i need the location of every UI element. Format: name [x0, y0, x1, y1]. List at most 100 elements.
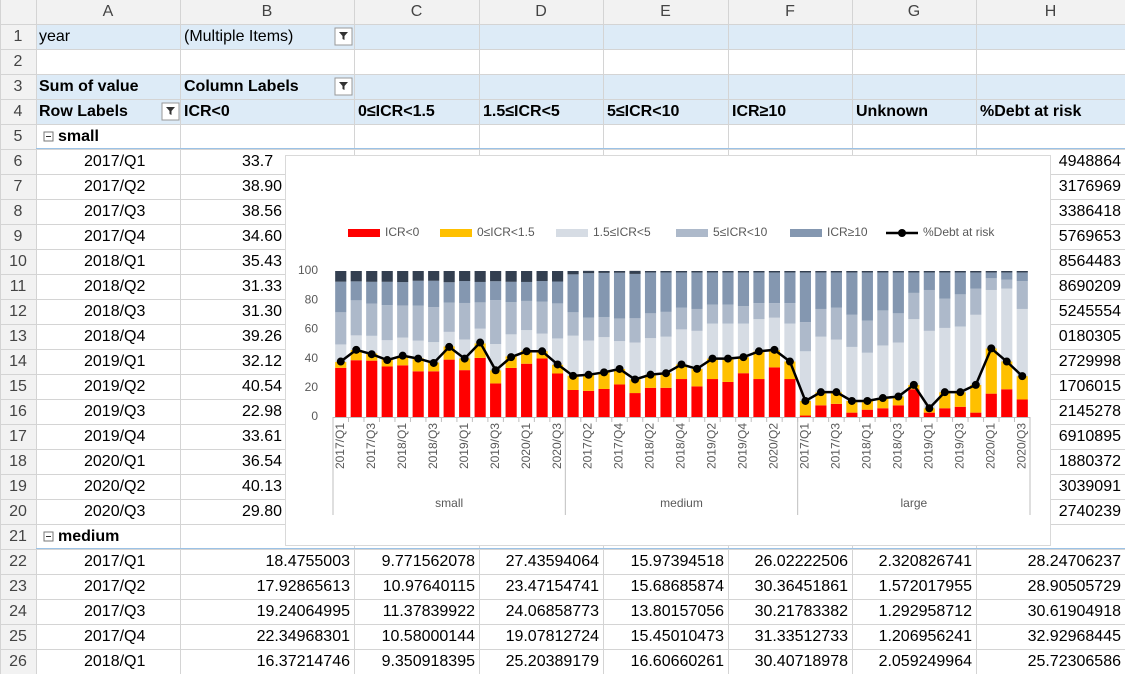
bar-segment [505, 334, 517, 357]
cell: 2017/Q3 [84, 203, 145, 220]
cell: (Multiple Items) [184, 28, 293, 45]
bar-segment [660, 272, 672, 312]
bar-segment [335, 367, 347, 417]
bar-segment [350, 360, 362, 417]
row-header: 3 [14, 78, 23, 95]
cell: 5≤ICR<10 [607, 103, 679, 120]
bar-segment [629, 273, 641, 319]
bar-segment [815, 405, 827, 417]
bar-segment [381, 305, 393, 341]
bar-segment [784, 379, 796, 417]
line-marker [646, 370, 655, 379]
bar-segment [939, 298, 951, 328]
bar-segment [799, 271, 811, 273]
line-marker [770, 345, 779, 354]
bar-segment [350, 335, 362, 350]
bar-segment [490, 383, 502, 417]
bar-segment [753, 379, 765, 417]
line-marker [414, 354, 423, 363]
bar-segment [908, 271, 920, 273]
column-header: A [103, 3, 114, 20]
cell: 30.36451861 [755, 578, 849, 595]
bar-segment [582, 340, 595, 375]
cell: 1.5≤ICR<5 [483, 103, 560, 120]
bar-segment [722, 381, 734, 417]
cell: 13.80157056 [631, 603, 725, 620]
row-header: 26 [9, 653, 27, 670]
bar-segment [459, 358, 471, 371]
cell: small [58, 128, 99, 145]
bar-segment [521, 350, 533, 364]
x-tick-label: 2020/Q1 [519, 423, 533, 469]
bar-segment [691, 368, 703, 387]
bar-segment [443, 346, 455, 360]
row-header-bar [0, 0, 36, 674]
line-marker [801, 396, 810, 405]
row-header: 18 [9, 453, 27, 470]
bar-segment [490, 300, 502, 344]
bar-segment [939, 272, 951, 299]
bar-segment [598, 388, 610, 417]
bar-segment [970, 412, 982, 417]
bar-segment [706, 323, 719, 359]
x-tick-label: 2019/Q1 [457, 423, 471, 469]
bar-segment [474, 343, 486, 358]
group-label: small [435, 496, 463, 510]
cell: 25.72306586 [1028, 653, 1122, 670]
bar-segment [582, 390, 595, 417]
bar-segment [335, 271, 347, 282]
line-marker [569, 371, 578, 380]
bar-segment [350, 271, 362, 282]
bar-segment [737, 306, 750, 324]
bar-segment [613, 272, 626, 319]
bar-segment [660, 271, 672, 273]
x-tick-label: 2018/Q2 [643, 423, 657, 469]
cell: Unknown [856, 103, 928, 120]
bar-segment [908, 319, 920, 385]
cell: 2017/Q1 [84, 553, 145, 570]
bar-segment [412, 280, 424, 306]
cell: 33.61 [242, 428, 282, 445]
legend-label: ICR≥10 [827, 225, 868, 239]
bar-segment [768, 349, 781, 368]
x-tick-label: 2017/Q3 [364, 423, 378, 469]
filter-icon [339, 82, 348, 90]
bar-segment [598, 271, 610, 273]
line-marker [1018, 372, 1027, 381]
bar-segment [799, 322, 811, 352]
bar-segment [366, 335, 378, 354]
line-marker [491, 366, 500, 375]
bar-segment [815, 308, 827, 337]
column-header: E [660, 3, 671, 20]
row-header: 1 [14, 28, 23, 45]
cell: 18.4755003 [265, 553, 350, 570]
cell: 40.54 [242, 378, 282, 395]
cell: 1880372 [1059, 453, 1121, 470]
bar-segment [397, 282, 409, 306]
bar-segment [861, 352, 873, 401]
line-marker [677, 360, 686, 369]
cell: medium [58, 528, 119, 545]
bar-segment [1016, 281, 1028, 309]
bar-segment [830, 307, 842, 340]
cell: Row Labels [39, 103, 128, 120]
bar-segment [629, 379, 641, 394]
x-tick-label: 2020/Q1 [983, 423, 997, 469]
bar-segment [350, 349, 362, 361]
bar-segment [505, 281, 517, 303]
bar-segment [443, 282, 455, 303]
bar-segment [784, 361, 796, 380]
legend-swatch [440, 229, 472, 237]
bar-segment [428, 342, 440, 363]
x-tick-label: 2018/Q1 [395, 423, 409, 469]
line-marker [383, 356, 392, 365]
bar-segment [830, 272, 842, 308]
bar-segment [722, 271, 734, 273]
line-marker [987, 344, 996, 353]
bar-segment [846, 400, 858, 413]
bar-segment [660, 387, 672, 417]
bar-segment [675, 272, 688, 308]
row-header: 21 [9, 528, 27, 545]
column-header-bar [0, 0, 1125, 24]
x-tick-label: 2017/Q1 [333, 423, 347, 469]
